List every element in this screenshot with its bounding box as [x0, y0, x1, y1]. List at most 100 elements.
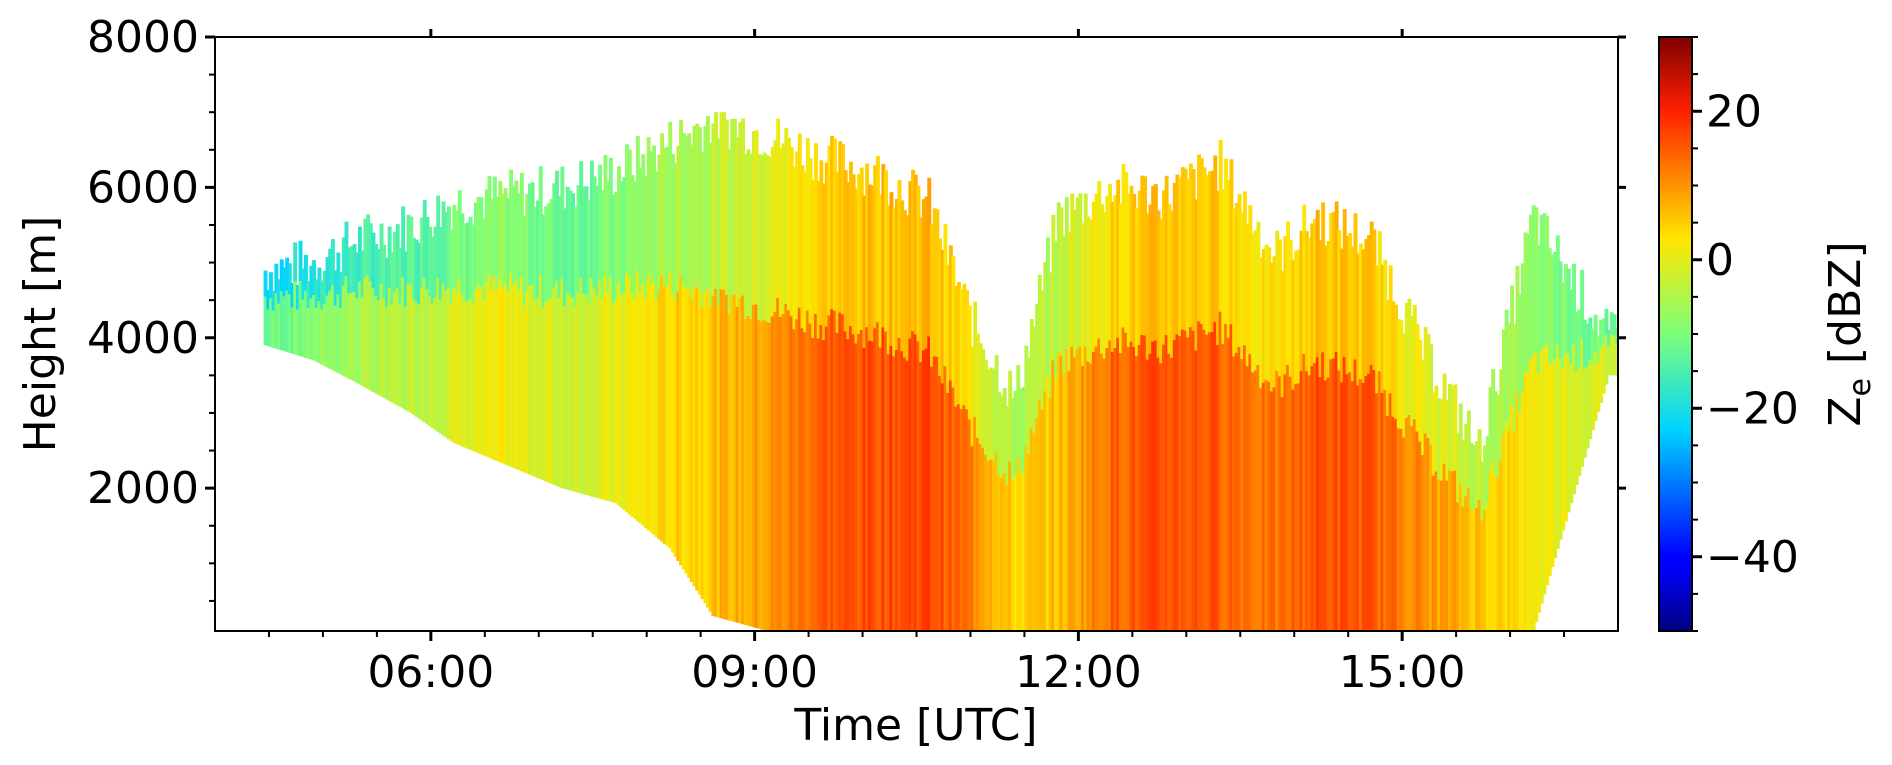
- reflectivity-cell: [1461, 439, 1466, 507]
- reflectivity-cell: [1234, 203, 1239, 353]
- reflectivity-cell: [959, 289, 964, 409]
- reflectivity-cell: [590, 160, 594, 279]
- reflectivity-cell: [1116, 337, 1121, 631]
- reflectivity-cell: [1264, 244, 1269, 380]
- reflectivity-cell: [287, 294, 292, 353]
- reflectivity-cell: [1010, 479, 1015, 631]
- reflectivity-cell: [1321, 352, 1326, 631]
- reflectivity-cell: [506, 198, 511, 292]
- reflectivity-cell: [714, 112, 718, 289]
- reflectivity-cell: [263, 296, 268, 346]
- reflectivity-cell: [293, 242, 298, 282]
- reflectivity-cell: [1302, 353, 1307, 631]
- reflectivity-cell: [479, 197, 484, 288]
- reflectivity-cell: [1186, 337, 1191, 631]
- reflectivity-cell: [803, 332, 808, 631]
- reflectivity-cell: [576, 185, 581, 293]
- reflectivity-cell: [341, 285, 346, 376]
- reflectivity-cell: [741, 118, 745, 296]
- reflectivity-cell: [1504, 309, 1509, 423]
- reflectivity-cell: [1434, 385, 1439, 472]
- reflectivity-cell: [851, 174, 856, 335]
- reflectivity-cell: [1388, 265, 1393, 394]
- reflectivity-cell: [385, 307, 389, 400]
- reflectivity-cell: [522, 216, 527, 306]
- reflectivity-cell: [935, 356, 940, 631]
- reflectivity-cell: [1313, 218, 1317, 364]
- reflectivity-cell: [975, 437, 980, 631]
- reflectivity-cell: [1094, 346, 1099, 631]
- reflectivity-cell: [975, 333, 980, 438]
- reflectivity-cell: [563, 306, 567, 489]
- reflectivity-cell: [973, 416, 978, 631]
- reflectivity-cell: [1307, 375, 1312, 631]
- reflectivity-cell: [1653, 344, 1657, 376]
- reflectivity-cell: [314, 279, 319, 309]
- reflectivity-cell: [641, 154, 646, 285]
- reflectivity-cell: [660, 133, 665, 277]
- reflectivity-cell: [266, 289, 271, 310]
- reflectivity-cell: [571, 297, 575, 492]
- reflectivity-cell: [1269, 262, 1274, 392]
- reflectivity-cell: [822, 340, 826, 631]
- reflectivity-cell: [894, 350, 899, 631]
- reflectivity-cell: [1121, 327, 1126, 631]
- reflectivity-cell: [662, 147, 667, 287]
- reflectivity-cell: [1318, 377, 1323, 631]
- reflectivity-cell: [476, 196, 481, 287]
- reflectivity-cell: [1046, 237, 1050, 376]
- reflectivity-cell: [1162, 344, 1166, 631]
- reflectivity-cell: [1121, 164, 1126, 328]
- colorbar-tick-label: −20: [1706, 383, 1799, 434]
- reflectivity-cell: [1310, 223, 1315, 367]
- reflectivity-cell: [1191, 330, 1196, 631]
- reflectivity-cell: [832, 310, 837, 631]
- reflectivity-cell: [266, 309, 271, 347]
- reflectivity-cell: [824, 326, 829, 631]
- reflectivity-cell: [579, 277, 584, 494]
- reflectivity-cell: [1013, 390, 1018, 475]
- reflectivity-cell: [279, 259, 284, 292]
- reflectivity-cell: [422, 199, 427, 278]
- reflectivity-cell: [1127, 193, 1131, 347]
- reflectivity-cell: [1591, 364, 1595, 431]
- reflectivity-cell: [1520, 392, 1525, 631]
- reflectivity-cell: [484, 282, 489, 457]
- reflectivity-cell: [1340, 382, 1344, 631]
- reflectivity-cell: [1550, 364, 1555, 568]
- reflectivity-cell: [382, 244, 387, 299]
- reflectivity-cell: [277, 303, 281, 350]
- reflectivity-cell: [1472, 510, 1477, 631]
- reflectivity-cell: [1640, 364, 1644, 376]
- reflectivity-cell: [1469, 508, 1474, 631]
- reflectivity-cell: [760, 321, 764, 630]
- reflectivity-cell: [986, 369, 991, 461]
- reflectivity-cell: [703, 126, 708, 294]
- reflectivity-cell: [320, 280, 325, 310]
- reflectivity-cell: [1561, 282, 1566, 369]
- reflectivity-cell: [776, 298, 781, 631]
- reflectivity-cell: [1402, 437, 1407, 631]
- reflectivity-cell: [1310, 366, 1315, 631]
- reflectivity-cell: [849, 326, 853, 631]
- reflectivity-cell: [1453, 470, 1458, 631]
- reflectivity-cell: [1572, 263, 1576, 345]
- reflectivity-cell: [1574, 311, 1579, 373]
- reflectivity-cell: [1404, 303, 1409, 418]
- reflectivity-cell: [916, 185, 921, 342]
- reflectivity-cell: [625, 273, 629, 513]
- reflectivity-cell: [886, 354, 891, 631]
- reflectivity-cell: [274, 263, 279, 294]
- reflectivity-cell: [1153, 340, 1158, 631]
- reflectivity-cell: [557, 196, 562, 298]
- reflectivity-cell: [951, 387, 956, 631]
- reflectivity-cell: [689, 144, 694, 298]
- reflectivity-cell: [608, 157, 613, 279]
- reflectivity-cell: [830, 309, 835, 631]
- reflectivity-cell: [924, 196, 929, 349]
- reflectivity-cell: [581, 186, 586, 295]
- reflectivity-cell: [495, 289, 500, 462]
- reflectivity-cell: [698, 127, 702, 291]
- reflectivity-cell: [379, 223, 384, 284]
- reflectivity-cell: [967, 419, 972, 631]
